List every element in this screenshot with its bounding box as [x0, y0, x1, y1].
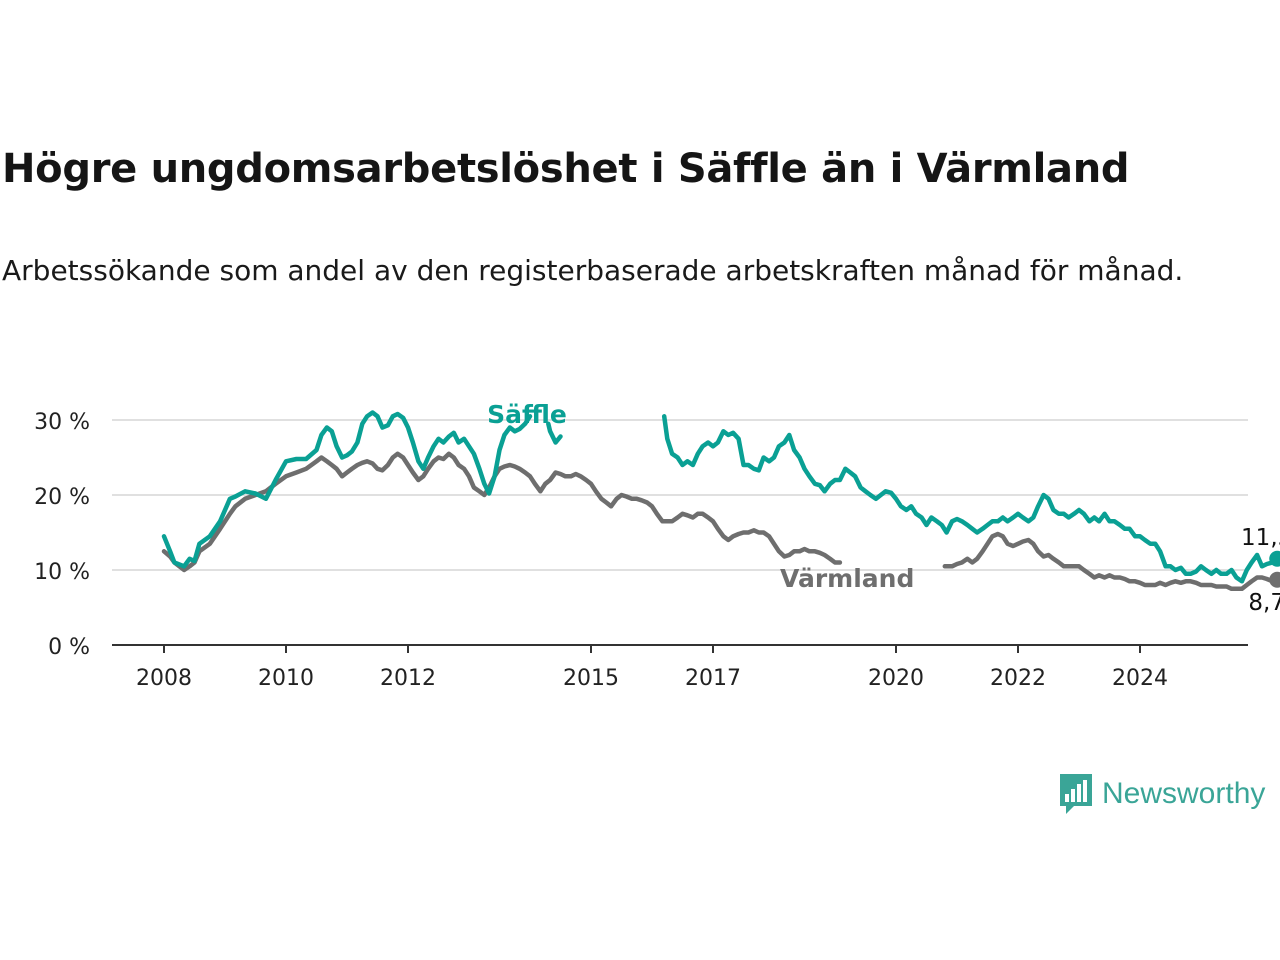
series-name-label-saffle: Säffle [487, 400, 567, 429]
series-line-saffle [661, 414, 1280, 584]
y-tick-label: 30 % [34, 410, 90, 435]
x-tick-label: 2008 [136, 666, 192, 691]
series-lines [161, 410, 1280, 592]
end-value-label-saffle: 11,5 % [1241, 525, 1280, 551]
series-line-saffle [161, 410, 533, 569]
y-tick-label: 0 % [48, 635, 90, 660]
brand-name: Newsworthy [1102, 777, 1266, 810]
series-name-label-varmland: Värmland [780, 564, 914, 593]
brand-logo: Newsworthy [1058, 772, 1265, 816]
end-point-saffle [1269, 550, 1280, 567]
y-tick-label: 20 % [34, 485, 90, 510]
end-value-label-varmland: 8,7 % [1248, 590, 1280, 616]
x-tick-label: 2012 [380, 666, 436, 691]
chart-subtitle: Arbetssökande som andel av den registerb… [2, 254, 1184, 287]
series-line-varmland [942, 531, 1280, 592]
y-tick-label: 10 % [34, 560, 90, 585]
end-point-varmland [1269, 571, 1280, 588]
axes: 0 % 10 % 20 % 30 % 2008 2010 2012 2015 2017 2020 2… [34, 410, 1248, 691]
series-line-varmland [161, 451, 843, 573]
line-chart: 0 % 10 % 20 % 30 % 2008 2010 2012 2015 2017 2020 2… [34, 400, 1280, 691]
x-tick-label: 2015 [563, 666, 619, 691]
x-tick-label: 2024 [1112, 666, 1168, 691]
newsworthy-logo-icon [1060, 774, 1092, 814]
series-line-saffle [546, 421, 563, 445]
x-tick-label: 2020 [868, 666, 924, 691]
labels: 8,7 % Värmland 11,5 % Säffle [487, 400, 1280, 616]
x-tick-label: 2022 [990, 666, 1046, 691]
x-tick-label: 2017 [685, 666, 741, 691]
x-tick-label: 2010 [258, 666, 314, 691]
grid-lines [112, 419, 1248, 571]
chart-title: Högre ungdomsarbetslöshet i Säffle än i … [2, 146, 1130, 192]
